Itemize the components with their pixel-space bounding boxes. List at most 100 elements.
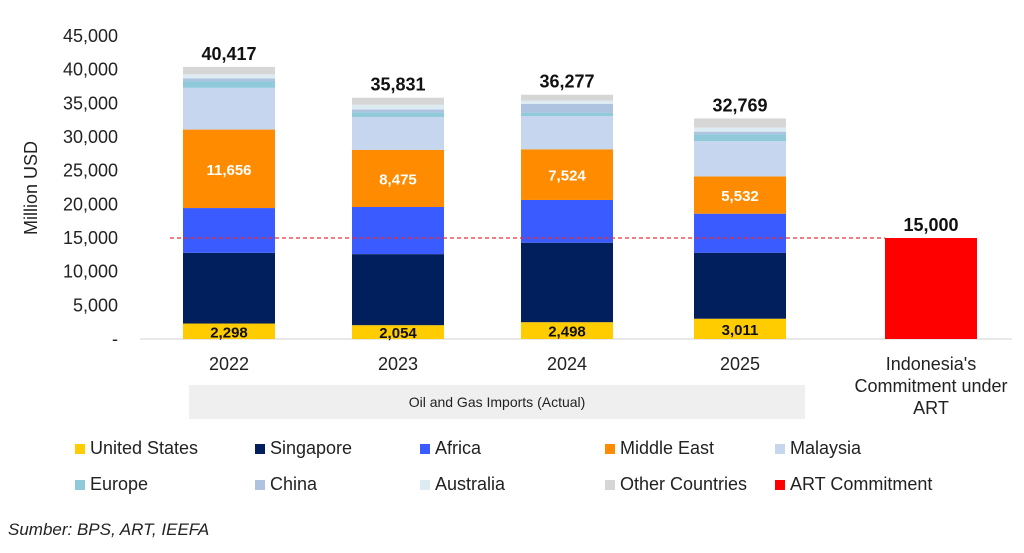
- legend-item-middle-east: Middle East: [605, 438, 714, 459]
- group-band: [189, 385, 805, 419]
- segment-value-label: 3,011: [722, 322, 759, 339]
- legend-label: China: [270, 474, 318, 494]
- legend-item-other-countries: Other Countries: [605, 474, 747, 495]
- bar-segment-africa-2025: [694, 213, 786, 253]
- bar-segment-middle-east-2022: [183, 129, 275, 209]
- bar-segment-other-countries-2022: [183, 66, 275, 75]
- category-label: 2022: [209, 354, 249, 374]
- y-tick-label: 15,000: [63, 228, 118, 248]
- legend-label: ART Commitment: [790, 474, 933, 494]
- legend-swatch: [420, 479, 430, 490]
- bar-segment-europe-2023: [352, 112, 444, 117]
- legend-item-africa: Africa: [420, 438, 481, 459]
- legend-label: Middle East: [620, 438, 715, 458]
- bar-segment-other-countries-2023: [352, 97, 444, 105]
- y-tick-label: 10,000: [63, 262, 118, 282]
- bar-segment-united-states-2022: [183, 323, 275, 339]
- total-value-label: 40,417: [201, 44, 256, 64]
- category-label: 2023: [378, 354, 418, 374]
- legend-label: Malaysia: [790, 438, 862, 458]
- bar-segment-united-states-2023: [352, 325, 444, 339]
- y-tick-label: 30,000: [63, 127, 118, 147]
- bar-segment-united-states-2024: [521, 322, 613, 339]
- labels-group: 2,298 11,656 40,417 2,054 8,475 35,831 2,498 7,…: [201, 44, 958, 342]
- legend-swatch: [605, 443, 615, 454]
- legend-item-art-commitment: ART Commitment: [775, 474, 932, 495]
- category-label: 2024: [547, 354, 587, 374]
- y-tick-label: -: [112, 329, 118, 349]
- legend-swatch: [75, 443, 85, 454]
- bar-segment-australia-2025: [694, 127, 786, 132]
- segment-value-label: 2,498: [548, 324, 586, 341]
- segment-value-label: 2,054: [379, 325, 417, 342]
- bar-segment-europe-2022: [183, 81, 275, 88]
- y-tick-label: 35,000: [63, 93, 118, 113]
- source-note: Sumber: BPS, ART, IEEFA: [8, 520, 210, 539]
- bar-segment-malaysia-2022: [183, 87, 275, 130]
- legend-label: Other Countries: [620, 474, 748, 494]
- segment-value-label: 8,475: [379, 171, 417, 188]
- legend-item-singapore: Singapore: [255, 438, 352, 459]
- group-band-label: Oil and Gas Imports (Actual): [409, 394, 586, 410]
- bar-segment-other-countries-2024: [521, 94, 613, 101]
- bar-segment-europe-2025: [694, 134, 786, 142]
- legend-item-united-states: United States: [75, 438, 198, 459]
- total-value-label: 36,277: [539, 72, 594, 92]
- legend-swatch: [775, 443, 785, 454]
- bar-segment-malaysia-2025: [694, 141, 786, 177]
- y-axis-title: Million USD: [21, 141, 41, 235]
- legend-label: Australia: [435, 474, 506, 494]
- bar-segment-singapore-2022: [183, 252, 275, 324]
- bar-segment-united-states-2025: [694, 318, 786, 339]
- y-tick-label: 25,000: [63, 161, 118, 181]
- legend-label: Singapore: [270, 438, 353, 458]
- bar-segment-singapore-2023: [352, 254, 444, 326]
- legend-item-china: China: [255, 474, 317, 495]
- bar-segment-africa-2024: [521, 199, 613, 243]
- total-value-label: 35,831: [370, 75, 425, 95]
- bar-segment-middle-east-2025: [694, 176, 786, 214]
- y-tick-label: 20,000: [63, 194, 118, 214]
- legend-swatch: [605, 479, 615, 490]
- segment-value-label: 11,656: [206, 162, 251, 179]
- bar-segment-europe-2024: [521, 112, 613, 116]
- category-label: Indonesia's: [886, 354, 977, 374]
- bar-segment-africa-2022: [183, 208, 275, 253]
- bars-group: [183, 66, 977, 339]
- total-value-label: 15,000: [903, 215, 958, 235]
- bar-segment-middle-east-2023: [352, 149, 444, 207]
- bar-segment-china-2023: [352, 109, 444, 113]
- y-tick-label: 5,000: [73, 295, 118, 315]
- bar-segment-singapore-2024: [521, 242, 613, 323]
- legend-label: Africa: [435, 438, 482, 458]
- bar-segment-australia-2023: [352, 104, 444, 110]
- legend-swatch: [255, 479, 265, 490]
- bar-segment-art-commitment-indonesia-s-commitme: [885, 238, 977, 339]
- bar-segment-china-2025: [694, 131, 786, 135]
- y-axis: - 5,000 10,000 15,000 20,000 25,000 30,000 35,0…: [63, 26, 118, 349]
- legend-swatch: [420, 443, 430, 454]
- bar-segment-other-countries-2025: [694, 118, 786, 128]
- bar-segment-china-2024: [521, 103, 613, 113]
- bar-segment-malaysia-2023: [352, 116, 444, 150]
- category-label: Commitment under: [854, 376, 1007, 396]
- segment-value-label: 7,524: [548, 168, 586, 185]
- segment-value-label: 2,298: [210, 324, 248, 341]
- bar-segment-australia-2022: [183, 74, 275, 79]
- bar-segment-africa-2023: [352, 206, 444, 255]
- legend-item-malaysia: Malaysia: [775, 438, 861, 459]
- legend-item-europe: Europe: [75, 474, 148, 495]
- segment-value-label: 5,532: [721, 188, 759, 205]
- category-label: ART: [913, 398, 949, 418]
- y-tick-label: 40,000: [63, 60, 118, 80]
- legend-swatch: [775, 479, 785, 490]
- bar-segment-china-2022: [183, 78, 275, 82]
- category-label: 2025: [720, 354, 760, 374]
- total-value-label: 32,769: [712, 95, 767, 115]
- legend-label: United States: [90, 438, 199, 458]
- bar-segment-malaysia-2024: [521, 115, 613, 150]
- legend-swatch: [255, 443, 265, 454]
- bar-segment-australia-2024: [521, 100, 613, 104]
